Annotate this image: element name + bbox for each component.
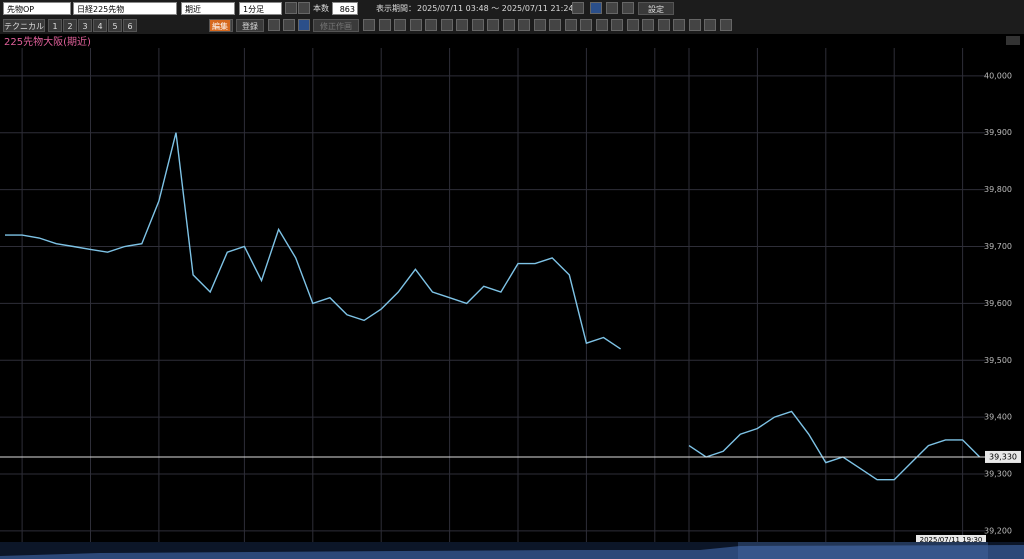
slot-button[interactable]: 3 xyxy=(78,19,92,32)
draw-tool-icon[interactable] xyxy=(595,19,608,31)
draw-tool-icon[interactable] xyxy=(719,19,732,31)
draw-tool-icon[interactable] xyxy=(642,19,654,31)
y-tick-label: 39,800 xyxy=(984,185,1012,194)
draw-tool-icon[interactable] xyxy=(425,19,437,31)
icon[interactable] xyxy=(606,2,618,14)
draw-tool-icon[interactable] xyxy=(502,19,515,31)
draw-tool-icon[interactable] xyxy=(518,19,530,31)
next-button[interactable] xyxy=(298,2,310,14)
chart-title: 225先物大阪(期近) xyxy=(4,35,91,48)
draw-tool-icon[interactable] xyxy=(580,19,592,31)
interval-select[interactable]: 1分足 xyxy=(239,2,282,15)
icon[interactable] xyxy=(298,19,310,31)
y-tick-label: 39,700 xyxy=(984,242,1012,251)
icon[interactable] xyxy=(268,19,280,31)
slot-button[interactable]: 4 xyxy=(93,19,107,32)
draw-tool-icon[interactable] xyxy=(673,19,685,31)
y-tick-label: 39,300 xyxy=(984,470,1012,479)
market-select[interactable]: 先物OP xyxy=(3,2,71,15)
draw-tool-icon[interactable] xyxy=(456,19,468,31)
y-tick-label: 40,000 xyxy=(984,71,1012,80)
draw-tool-icon[interactable] xyxy=(549,19,561,31)
draw-tool-icon[interactable] xyxy=(688,19,701,31)
toolbar: 先物OP 日経225先物 期近 1分足 本数 863 表示期間： 2025/07… xyxy=(0,0,1024,34)
prev-button[interactable] xyxy=(285,2,297,14)
draw-tool-icon[interactable] xyxy=(409,19,422,31)
draw-tool-icon[interactable] xyxy=(440,19,453,31)
slot-button[interactable]: 5 xyxy=(108,19,122,32)
icon[interactable] xyxy=(572,2,584,14)
draw-tool-icon[interactable] xyxy=(626,19,639,31)
slot-button[interactable]: 1 xyxy=(48,19,62,32)
period: 2025/07/11 03:48 ～ 2025/07/11 21:24 xyxy=(417,4,574,13)
period-label: 表示期間： xyxy=(376,4,416,13)
edit-button[interactable]: 編集 xyxy=(209,19,231,32)
navigator-window[interactable] xyxy=(738,542,988,559)
icon[interactable] xyxy=(590,2,602,14)
count-label: 本数 xyxy=(313,4,329,13)
slot-button[interactable]: 6 xyxy=(123,19,137,32)
chart: 225先物大阪(期近) 39,200 39,300 39,400 39,500 39,6… xyxy=(0,34,1024,559)
y-tick-label: 39,200 xyxy=(984,526,1012,535)
draw-tool-icon[interactable] xyxy=(564,19,577,31)
count-input[interactable]: 863 xyxy=(332,2,358,15)
icon[interactable] xyxy=(622,2,634,14)
technical-button[interactable]: テクニカル xyxy=(3,19,45,32)
draw-tool-icon[interactable] xyxy=(533,19,546,31)
register-button[interactable]: 登録 xyxy=(236,19,264,32)
draw-tool-icon[interactable] xyxy=(394,19,406,31)
draw-tool-icon[interactable] xyxy=(471,19,484,31)
collapse-button[interactable] xyxy=(1006,36,1020,45)
price-line xyxy=(5,132,981,481)
cursor-label: 2025/07/11 19:30 xyxy=(920,536,983,544)
y-tick-label: 39,400 xyxy=(984,413,1012,422)
draw-tool-icon[interactable] xyxy=(704,19,716,31)
draw-tool-icon[interactable] xyxy=(611,19,623,31)
last-price-label: 39,330 xyxy=(989,452,1017,461)
modify-draw-button[interactable]: 修正作画 xyxy=(313,19,359,32)
y-tick-label: 39,600 xyxy=(984,299,1012,308)
contract-select[interactable]: 期近 xyxy=(181,2,235,15)
draw-tool-icon[interactable] xyxy=(487,19,499,31)
last-price-box xyxy=(985,450,1021,463)
icon[interactable] xyxy=(283,19,295,31)
navigator-area xyxy=(0,545,1024,559)
draw-tool-icon[interactable] xyxy=(657,19,670,31)
draw-tool-icon[interactable] xyxy=(378,19,391,31)
slot-button[interactable]: 2 xyxy=(63,19,77,32)
draw-tool-icon[interactable] xyxy=(363,19,375,31)
cursor-box xyxy=(916,535,986,545)
chart-background xyxy=(0,34,1024,559)
product-select[interactable]: 日経225先物 xyxy=(73,2,177,15)
settings-button[interactable]: 設定 xyxy=(638,2,674,15)
y-tick-label: 39,500 xyxy=(984,356,1012,365)
y-tick-label: 39,900 xyxy=(984,128,1012,137)
